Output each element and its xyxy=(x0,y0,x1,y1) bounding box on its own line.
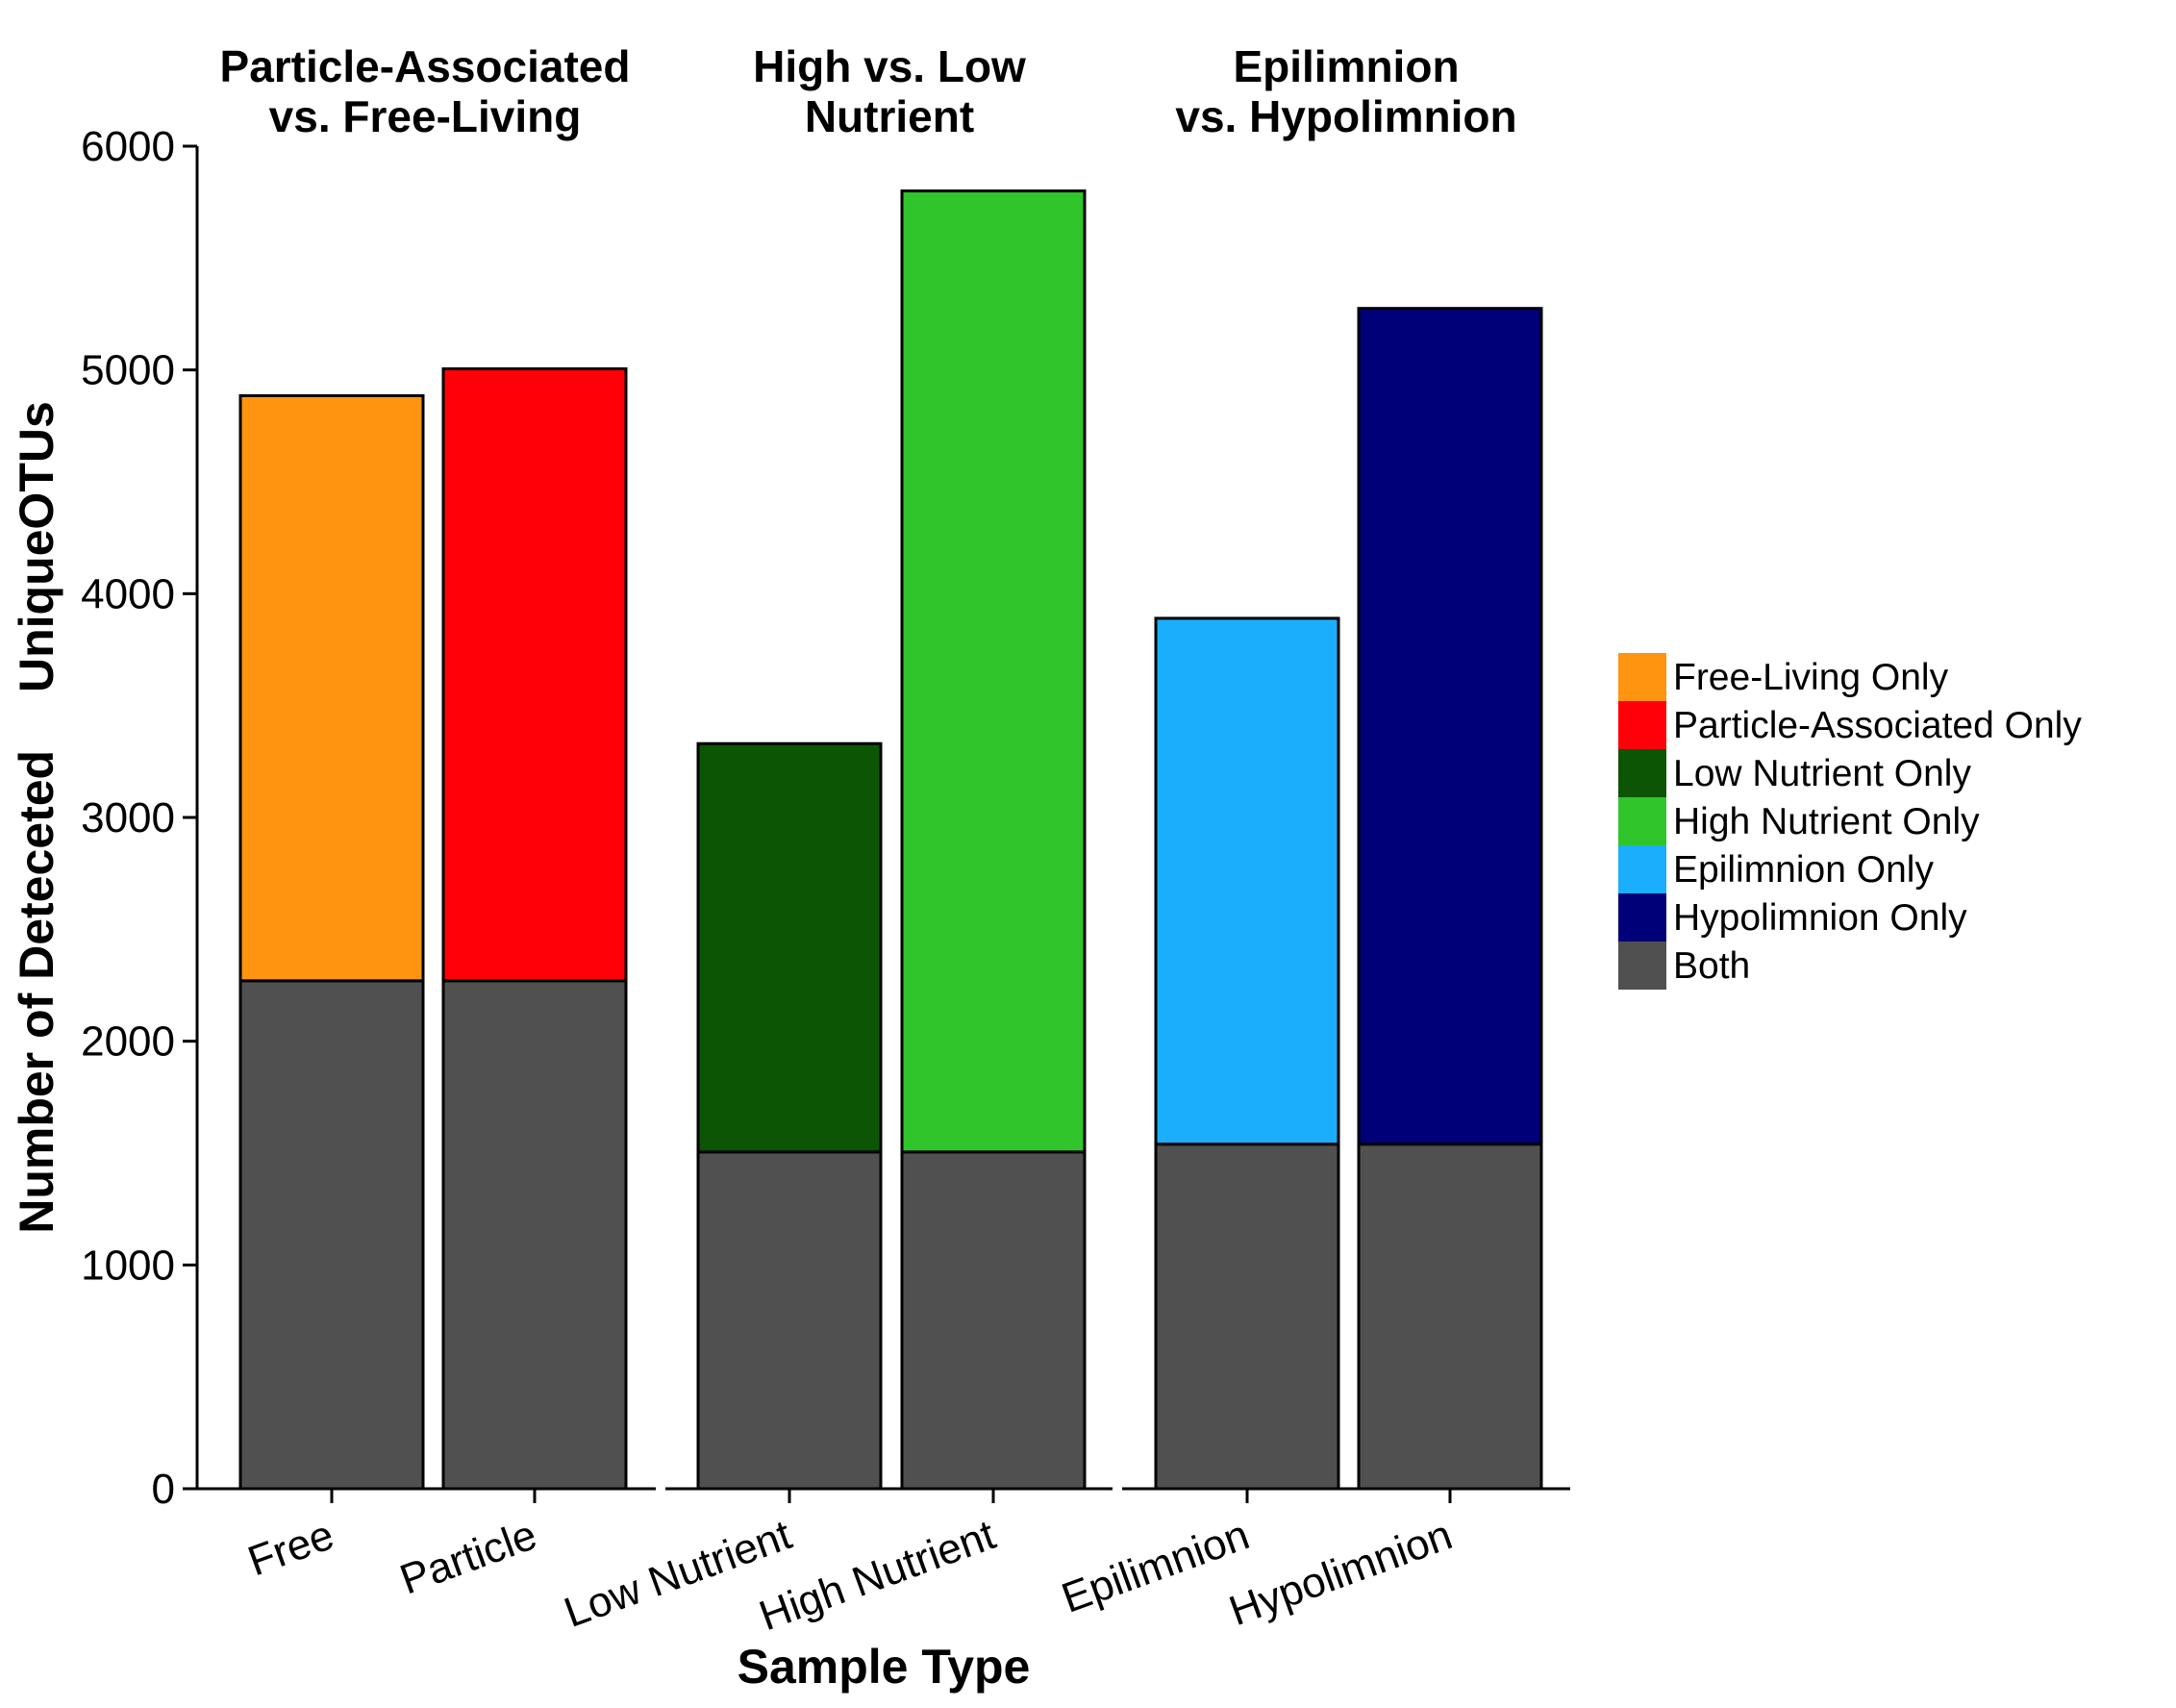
panels: Particle-Associated vs. Free-Living Free Pa… xyxy=(197,41,1570,1640)
bar-segment-unique xyxy=(238,393,425,983)
panel-1: Particle-Associated vs. Free-Living Free Pa… xyxy=(197,41,656,1604)
legend-label: High Nutrient Only xyxy=(1673,801,1980,842)
y-tick-label: 5000 xyxy=(81,347,175,394)
bar-segment-unique xyxy=(1357,307,1543,1146)
y-tick-label: 6000 xyxy=(81,123,175,170)
panel-title-line: High vs. Low xyxy=(753,41,1026,91)
panel-title-line: vs. Free-Living xyxy=(269,91,582,141)
panel-title: High vs. Low Nutrient xyxy=(753,41,1026,141)
bar-segment-both xyxy=(1154,1143,1340,1491)
legend-item: Particle-Associated Only xyxy=(1618,701,2082,749)
legend-item: Free-Living Only xyxy=(1618,653,1949,701)
legend-swatch xyxy=(1618,701,1666,749)
x-tick-label: Free xyxy=(242,1511,340,1585)
bar-segment-unique xyxy=(696,741,883,1154)
legend-item: Low Nutrient Only xyxy=(1618,749,1971,797)
legend-swatch xyxy=(1618,942,1666,990)
bar-segment-unique xyxy=(900,189,1087,1154)
bar-segment-both xyxy=(696,1150,883,1491)
panel-title-line: Epilimnion xyxy=(1233,41,1459,91)
legend-label: Free-Living Only xyxy=(1673,657,1949,698)
legend-item: Epilimnion Only xyxy=(1618,845,1934,893)
x-tick-label: Epilimnion xyxy=(1056,1511,1256,1621)
legend-item: Both xyxy=(1618,942,1750,990)
y-axis: 0 1000 2000 3000 4000 5000 6000 xyxy=(81,123,199,1513)
bar-segment-both xyxy=(441,979,628,1491)
x-tick-label: Hypolimnion xyxy=(1223,1511,1458,1635)
legend-label: Hypolimnion Only xyxy=(1673,897,1967,939)
panel-title-line: vs. Hypolimnion xyxy=(1175,91,1516,141)
bar-segment-both xyxy=(238,979,425,1491)
legend-swatch xyxy=(1618,893,1666,942)
y-tick-label: 3000 xyxy=(81,794,175,841)
x-tick-label: High Nutrient xyxy=(753,1511,1001,1640)
y-axis-title: Number of Detecetedᅠ UniqueOTUs xyxy=(10,401,63,1234)
panel-title: Epilimnion vs. Hypolimnion xyxy=(1175,41,1516,141)
y-tick-label: 1000 xyxy=(81,1242,175,1289)
legend-swatch xyxy=(1618,845,1666,893)
axis-titles: Sample Type Number of Detecetedᅠ UniqueOT… xyxy=(10,401,1030,1694)
legend-label: Particle-Associated Only xyxy=(1673,705,2082,746)
y-tick-label: 2000 xyxy=(81,1018,175,1066)
legend: Free-Living Only Particle-Associated Only… xyxy=(1618,653,2082,990)
x-tick-label: Particle xyxy=(394,1511,543,1603)
legend-label: Epilimnion Only xyxy=(1673,849,1934,891)
y-tick-label: 0 xyxy=(152,1466,175,1513)
panel-title: Particle-Associated vs. Free-Living xyxy=(220,41,631,141)
bar-segment-unique xyxy=(1154,616,1340,1146)
bar-segment-both xyxy=(900,1150,1087,1491)
panel-title-line: Particle-Associated xyxy=(220,41,631,91)
panel-title-line: Nutrient xyxy=(805,91,974,141)
legend-swatch xyxy=(1618,653,1666,701)
x-axis-title: Sample Type xyxy=(738,1640,1031,1694)
legend-swatch xyxy=(1618,749,1666,797)
legend-label: Both xyxy=(1673,945,1750,987)
legend-label: Low Nutrient Only xyxy=(1673,753,1971,794)
bar-segment-unique xyxy=(441,367,628,983)
y-tick-label: 4000 xyxy=(81,570,175,617)
legend-item: Hypolimnion Only xyxy=(1618,893,1967,942)
bar-segment-both xyxy=(1357,1143,1543,1491)
legend-item: High Nutrient Only xyxy=(1618,797,1980,845)
panel-3: Epilimnion vs. HypolimnionEpilimnionHypol… xyxy=(1056,41,1570,1635)
legend-swatch xyxy=(1618,797,1666,845)
